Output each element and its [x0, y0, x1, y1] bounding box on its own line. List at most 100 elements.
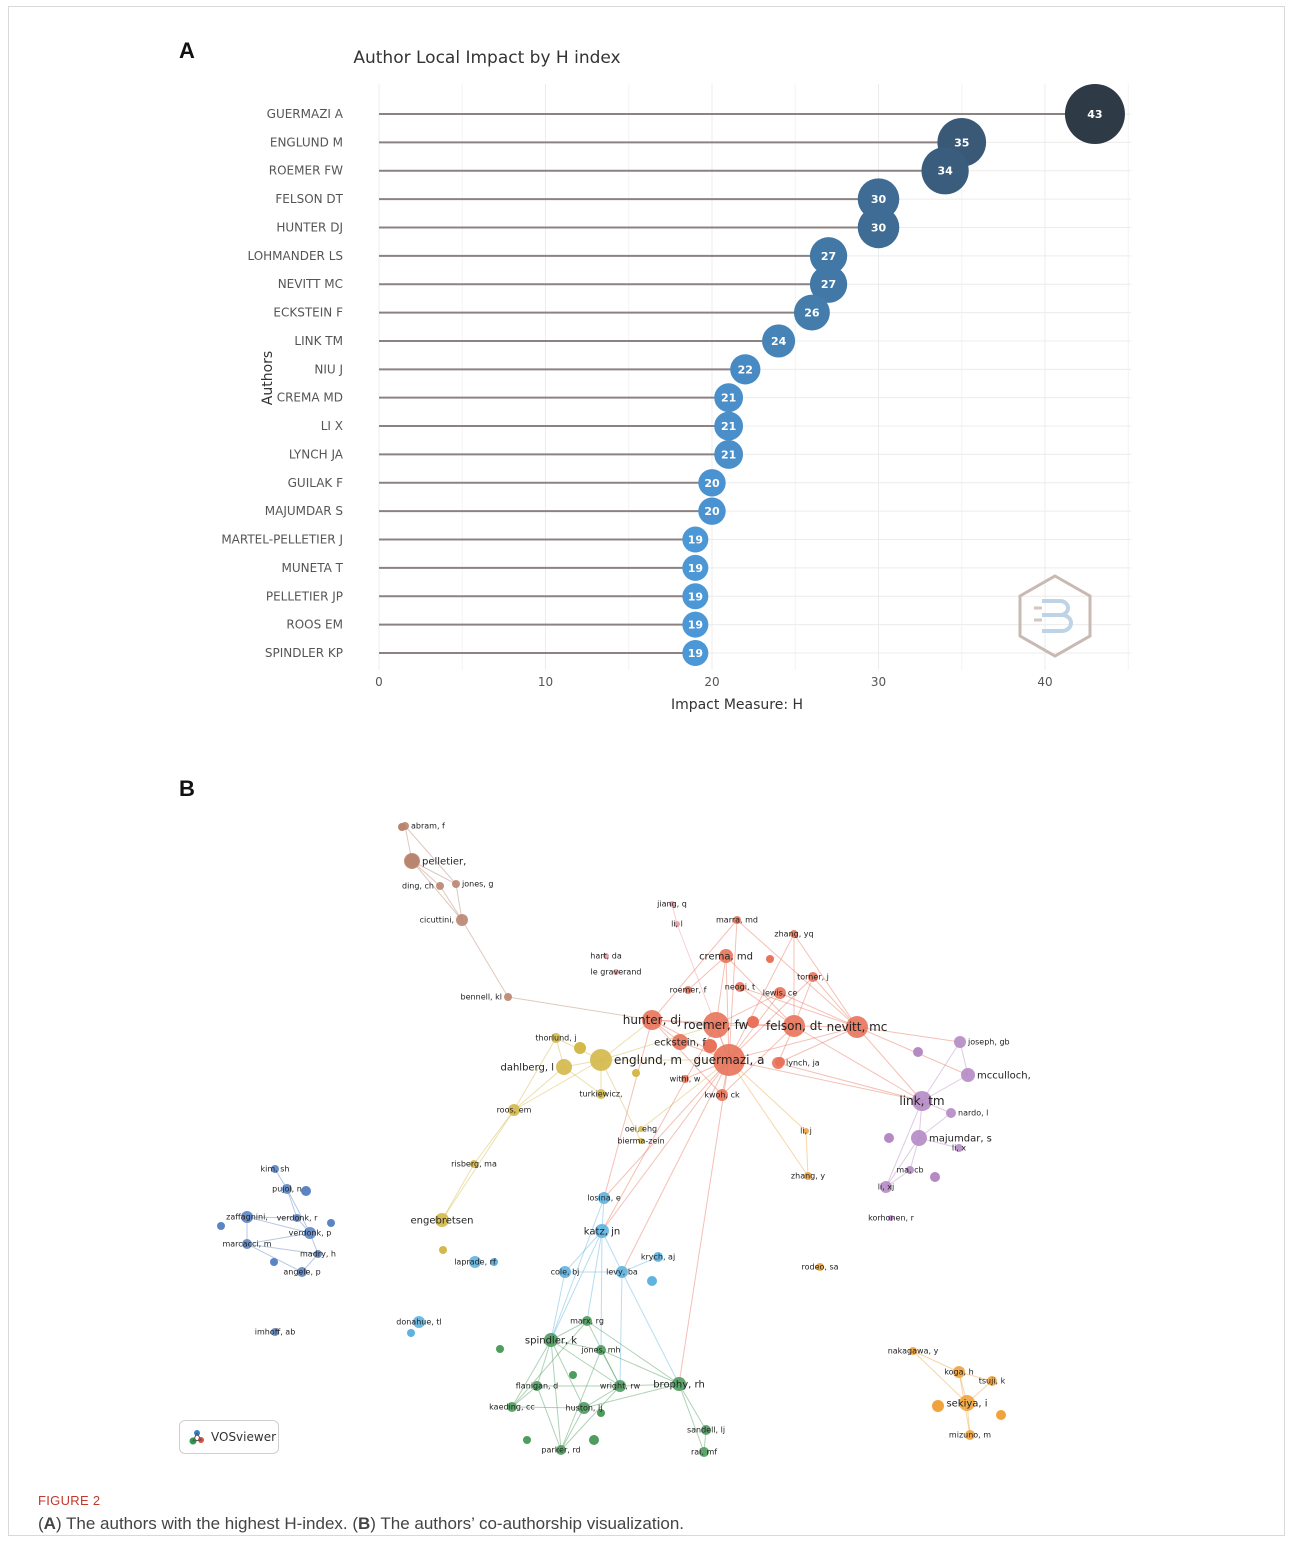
- network-edge: [603, 1059, 730, 1199]
- point-value-label: 20: [704, 477, 720, 490]
- network-edge: [725, 955, 795, 1027]
- network-edge: [560, 1349, 602, 1451]
- network-node-label: joseph, gb: [967, 1038, 1010, 1047]
- network-edge: [621, 1271, 680, 1385]
- x-tick-label: 40: [1037, 675, 1052, 689]
- network-node: [703, 1039, 717, 1053]
- network-node: [959, 1395, 975, 1411]
- network-edge: [550, 1197, 605, 1341]
- author-label: MAJUMDAR S: [265, 504, 343, 518]
- lollipop-point: [857, 206, 900, 249]
- lollipop-point: [682, 611, 709, 638]
- lollipop-point: [793, 294, 830, 331]
- network-node: [293, 1214, 301, 1222]
- network-node-label: torner, j: [797, 973, 829, 982]
- network-edge: [550, 1339, 621, 1387]
- point-value-label: 27: [821, 278, 836, 291]
- network-node: [669, 901, 675, 907]
- network-node-label: zaffagnini,: [226, 1213, 268, 1222]
- network-node-label: tsuji, k: [979, 1377, 1006, 1386]
- network-node: [407, 1329, 415, 1337]
- network-edge: [736, 919, 858, 1028]
- network-node: [996, 1410, 1006, 1420]
- network-node: [932, 1400, 944, 1412]
- lollipop-point: [714, 440, 744, 469]
- network-edge: [583, 1383, 680, 1409]
- network-edge: [651, 1019, 723, 1096]
- network-edge: [586, 1230, 603, 1322]
- network-node-label: cole, bj: [551, 1268, 580, 1277]
- network-node-label: marcacci, m: [222, 1240, 271, 1249]
- author-label: GUILAK F: [288, 476, 343, 490]
- network-node-label: le graverand: [591, 968, 642, 977]
- network-node-label: angele, p: [283, 1268, 320, 1277]
- network-edge: [621, 1256, 659, 1273]
- network-node: [735, 982, 745, 992]
- network-node-label: verdonk, p: [289, 1229, 332, 1238]
- point-value-label: 21: [721, 392, 736, 405]
- lollipop-point: [682, 583, 709, 610]
- network-node: [559, 1266, 571, 1278]
- network-node: [716, 1089, 728, 1101]
- network-node-label: spindler, k: [525, 1335, 577, 1346]
- network-edge: [560, 1407, 585, 1451]
- network-node: [532, 1381, 542, 1391]
- network-node-label: jones, g: [461, 880, 493, 889]
- network-node: [803, 1128, 809, 1134]
- network-node-label: roemer, f: [670, 986, 707, 995]
- network-edge: [678, 1383, 705, 1453]
- network-node: [672, 1377, 686, 1391]
- network-edge: [728, 1059, 809, 1177]
- author-label: ROOS EM: [286, 618, 343, 632]
- network-edge: [885, 1100, 923, 1188]
- network-node: [413, 1316, 425, 1328]
- network-node: [304, 1227, 316, 1239]
- network-node: [790, 930, 798, 938]
- x-tick-label: 0: [375, 675, 383, 689]
- caption-part: B: [358, 1514, 371, 1533]
- point-value-label: 19: [688, 590, 703, 603]
- network-edge: [793, 1025, 923, 1102]
- network-edge: [793, 933, 858, 1028]
- lollipop-point: [730, 354, 761, 385]
- network-nodes: [217, 822, 1006, 1457]
- vosviewer-logo-icon: [189, 1430, 204, 1445]
- network-node: [574, 1042, 586, 1054]
- panel-b-letter: B: [179, 776, 195, 801]
- network-node: [282, 1184, 292, 1194]
- lollipop-point: [714, 383, 744, 413]
- network-node: [490, 1258, 498, 1266]
- network-node: [596, 1089, 606, 1099]
- network-node-label: nakagawa, y: [888, 1347, 939, 1356]
- point-value-label: 30: [871, 221, 887, 234]
- network-edge: [473, 1109, 515, 1165]
- point-value-label: 19: [688, 619, 703, 632]
- network-edge: [461, 919, 509, 998]
- network-edge: [687, 955, 727, 991]
- network-node: [846, 1016, 868, 1038]
- network-edge: [507, 996, 653, 1021]
- network-edge: [286, 1188, 311, 1234]
- point-value-label: 30: [871, 193, 887, 206]
- h-index-lollipop-chart: Author Local Impact by H index Impact Me…: [221, 48, 1131, 713]
- point-value-label: 24: [771, 335, 787, 348]
- network-edge: [912, 1350, 960, 1373]
- network-node-label: roemer, fw: [684, 1018, 749, 1032]
- caption-part: ) The authors with the highest H-index. …: [55, 1514, 359, 1533]
- network-node: [504, 993, 512, 1001]
- network-edge: [550, 1339, 585, 1409]
- network-edge: [411, 860, 463, 921]
- network-node-label: korhonen, r: [868, 1214, 915, 1223]
- point-value-label: 19: [688, 562, 703, 575]
- lollipop-point: [682, 640, 709, 666]
- network-node-label: krych, aj: [641, 1253, 675, 1262]
- network-edge: [640, 1059, 730, 1130]
- lollipop-point: [921, 147, 969, 195]
- lollipop-point: [809, 265, 848, 303]
- network-node: [684, 986, 692, 994]
- network-node: [884, 1133, 894, 1143]
- network-edge: [671, 903, 678, 925]
- author-label: FELSON DT: [275, 192, 343, 206]
- network-edge: [564, 1230, 603, 1273]
- network-node: [616, 1266, 628, 1278]
